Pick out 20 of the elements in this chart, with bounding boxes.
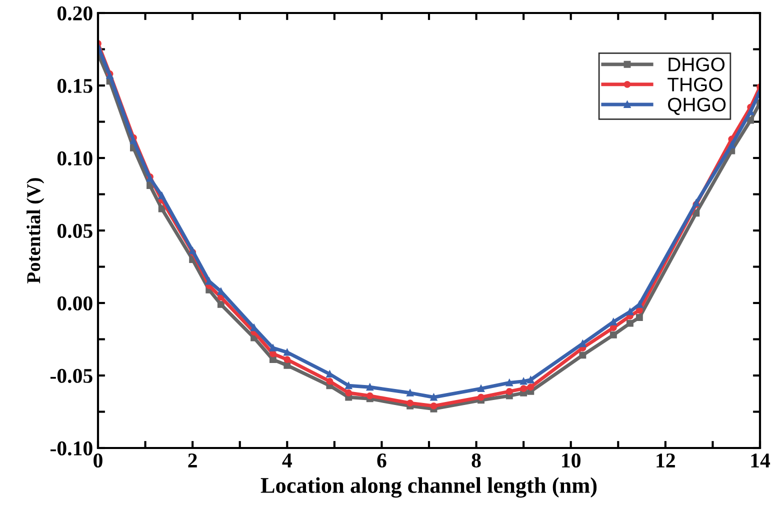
x-tick-label: 2 (188, 454, 197, 468)
x-tick-label: 10 (562, 453, 580, 468)
x-axis-title: Location along channel length (nm) (260, 477, 597, 498)
legend-label: THGO (668, 78, 722, 92)
y-tick-label: 0.00 (57, 296, 92, 311)
y-tick-label: 0.15 (57, 78, 92, 94)
x-tick-label: 6 (377, 454, 386, 468)
x-tick-label: 14 (751, 454, 770, 468)
legend-label: QHGO (668, 98, 726, 115)
x-tick-label: 0 (94, 453, 102, 468)
x-tick-label: 12 (656, 454, 675, 468)
y-tick-label: -0.05 (50, 368, 92, 384)
x-tick-label: 4 (282, 454, 292, 468)
legend-label: DHGO (668, 58, 725, 72)
y-tick-label: -0.10 (50, 441, 92, 456)
y-tick-label: 0.20 (57, 6, 92, 21)
x-tick-label: 8 (472, 453, 481, 468)
y-axis-title: Potential (V) (26, 178, 44, 284)
y-tick-label: 0.10 (57, 151, 92, 166)
y-tick-label: 0.05 (57, 224, 92, 238)
